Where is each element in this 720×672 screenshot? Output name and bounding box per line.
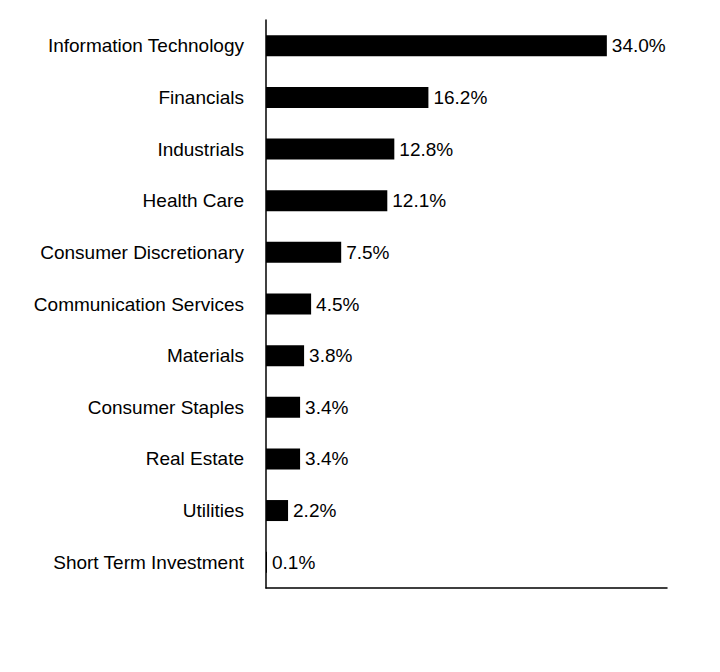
svg-text:3.4%: 3.4% bbox=[305, 448, 348, 469]
svg-text:12.1%: 12.1% bbox=[392, 190, 446, 211]
svg-text:2.2%: 2.2% bbox=[293, 500, 336, 521]
svg-text:Health Care: Health Care bbox=[143, 190, 244, 211]
svg-text:3.4%: 3.4% bbox=[305, 397, 348, 418]
svg-text:7.5%: 7.5% bbox=[346, 242, 389, 263]
svg-text:Short Term Investment: Short Term Investment bbox=[53, 552, 245, 573]
svg-text:Financials: Financials bbox=[158, 87, 244, 108]
svg-text:Utilities: Utilities bbox=[183, 500, 244, 521]
svg-text:Consumer Discretionary: Consumer Discretionary bbox=[40, 242, 244, 263]
svg-text:Industrials: Industrials bbox=[157, 139, 244, 160]
svg-text:Communication Services: Communication Services bbox=[34, 294, 244, 315]
svg-text:0.1%: 0.1% bbox=[272, 552, 315, 573]
svg-text:Consumer Staples: Consumer Staples bbox=[88, 397, 244, 418]
svg-text:12.8%: 12.8% bbox=[399, 139, 453, 160]
svg-text:3.8%: 3.8% bbox=[309, 345, 352, 366]
svg-text:Information Technology: Information Technology bbox=[48, 35, 245, 56]
svg-text:Real Estate: Real Estate bbox=[146, 448, 244, 469]
svg-text:16.2%: 16.2% bbox=[433, 87, 487, 108]
svg-text:34.0%: 34.0% bbox=[612, 35, 666, 56]
svg-text:4.5%: 4.5% bbox=[316, 294, 359, 315]
svg-text:Materials: Materials bbox=[167, 345, 244, 366]
